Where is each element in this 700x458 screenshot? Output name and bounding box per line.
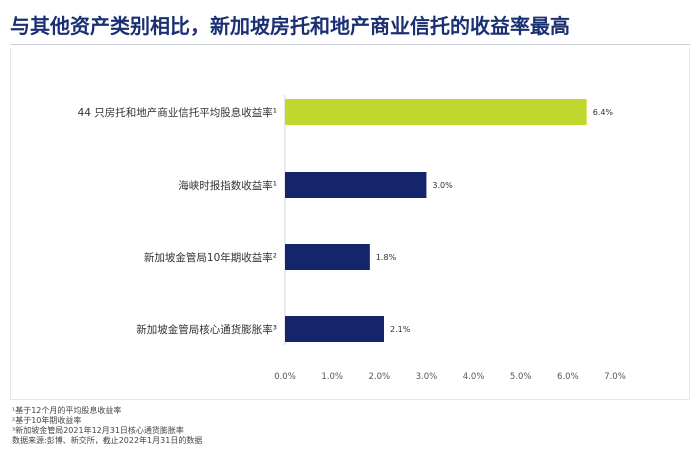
- footnote-1: ¹基于12个月的平均股息收益率: [12, 406, 122, 415]
- bar: [285, 244, 370, 270]
- data-label: 2.1%: [390, 325, 411, 334]
- data-label: 1.8%: [376, 253, 397, 262]
- category-label: 新加坡金管局核心通货膨胀率³: [136, 323, 277, 336]
- bar: [285, 172, 427, 198]
- footnote-2: ²基于10年期收益率: [12, 416, 82, 425]
- bar: [285, 316, 384, 342]
- category-label: 新加坡金管局10年期收益率²: [144, 251, 277, 264]
- footnotes: ¹基于12个月的平均股息收益率 ²基于10年期收益率 ³新加坡金管局2021年1…: [12, 406, 202, 446]
- x-tick-label: 5.0%: [510, 372, 532, 382]
- footnote-source: 数据来源:彭博、新交所，截止2022年1月31日的数据: [12, 436, 203, 445]
- page-title: 与其他资产类别相比，新加坡房托和地产商业信托的收益率最高: [10, 14, 570, 38]
- x-tick-label: 2.0%: [368, 372, 390, 382]
- bar: [285, 99, 587, 125]
- category-label: 海峡时报指数收益率¹: [178, 179, 277, 192]
- x-tick-label: 4.0%: [463, 372, 485, 382]
- data-label: 6.4%: [593, 108, 614, 117]
- category-label: 44 只房托和地产商业信托平均股息收益率¹: [78, 106, 277, 119]
- chart-frame: [10, 48, 690, 400]
- bar-chart: 6.4% 44 只房托和地产商业信托平均股息收益率¹ 3.0% 海峡时报指数收益率¹ 1…: [78, 95, 626, 382]
- title-divider: [10, 44, 690, 45]
- x-tick-label: 3.0%: [416, 372, 438, 382]
- footnote-3: ³新加坡金管局2021年12月31日核心通货膨胀率: [12, 426, 184, 435]
- data-label: 3.0%: [432, 181, 453, 190]
- x-tick-label: 6.0%: [557, 372, 579, 382]
- x-tick-label: 1.0%: [321, 372, 343, 382]
- x-tick-label: 7.0%: [604, 372, 626, 382]
- x-tick-label: 0.0%: [274, 372, 296, 382]
